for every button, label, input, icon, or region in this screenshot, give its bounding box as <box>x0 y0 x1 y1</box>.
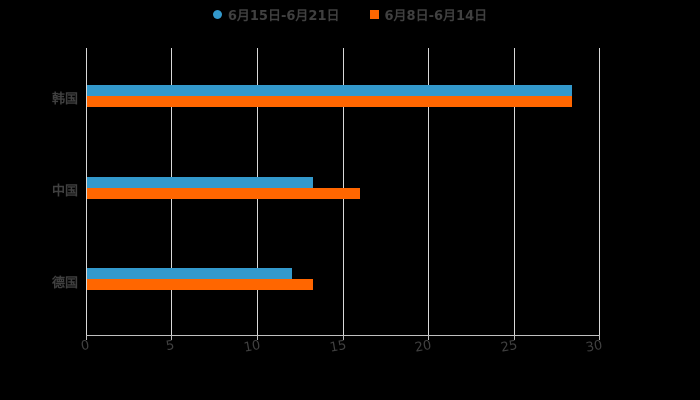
square-marker-icon <box>369 9 379 19</box>
category-label-china: 中国 <box>51 184 78 199</box>
x-tick-label: 10 <box>242 338 262 356</box>
legend-item-series-1[interactable]: 6月15日-6月21日 <box>212 5 340 24</box>
x-tick <box>343 335 344 340</box>
x-tick-label: 20 <box>413 338 433 356</box>
legend-label: 6月15日-6月21日 <box>227 8 340 24</box>
bar-germany-week2[interactable] <box>87 268 292 279</box>
x-tick <box>86 335 87 340</box>
legend: 6月15日-6月21日 6月8日-6月14日 <box>0 4 700 24</box>
x-tick-label: 25 <box>499 338 519 356</box>
x-tick-label: 5 <box>164 338 176 355</box>
category-label-korea: 韩国 <box>51 92 78 107</box>
legend-label: 6月8日-6月14日 <box>384 8 488 24</box>
x-tick <box>599 335 600 340</box>
x-tick-label: 30 <box>584 338 604 356</box>
gridline <box>514 48 515 335</box>
x-tick <box>428 335 429 340</box>
x-tick <box>171 335 172 340</box>
category-label-germany: 德国 <box>51 276 78 291</box>
bar-germany-week1[interactable] <box>87 279 313 290</box>
x-tick-label: 0 <box>79 338 91 355</box>
bar-china-week1[interactable] <box>87 188 360 199</box>
bar-korea-week1[interactable] <box>87 96 572 107</box>
x-tick-label: 15 <box>328 338 348 356</box>
circle-marker-icon <box>212 9 222 19</box>
legend-item-series-2[interactable]: 6月8日-6月14日 <box>369 5 488 24</box>
gridline <box>599 48 600 335</box>
bar-china-week2[interactable] <box>87 177 313 188</box>
x-tick <box>514 335 515 340</box>
y-axis-line <box>86 48 87 335</box>
x-tick <box>257 335 258 340</box>
gridline <box>428 48 429 335</box>
bar-korea-week2[interactable] <box>87 85 572 96</box>
